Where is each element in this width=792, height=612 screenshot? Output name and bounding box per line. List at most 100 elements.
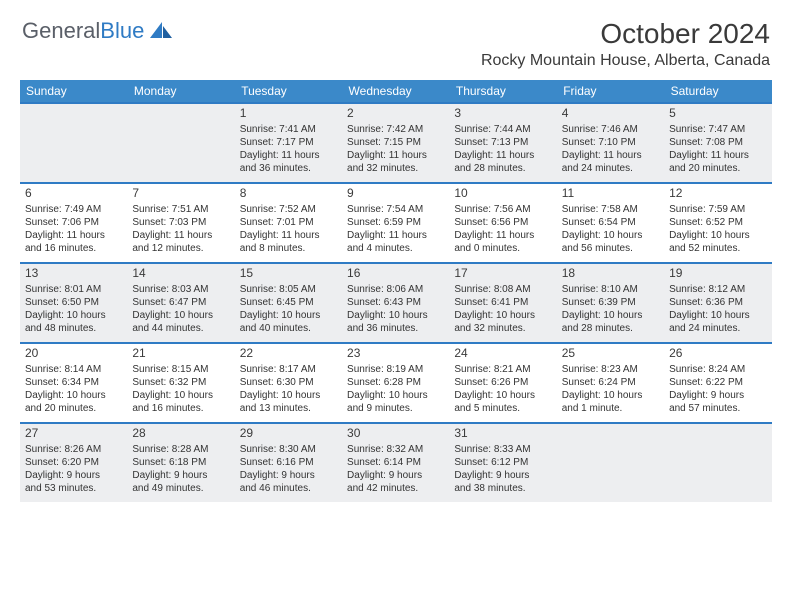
day-cell: 11Sunrise: 7:58 AMSunset: 6:54 PMDayligh… [557,183,664,263]
daylight-text: and 28 minutes. [562,322,659,335]
day-cell: 9Sunrise: 7:54 AMSunset: 6:59 PMDaylight… [342,183,449,263]
sunrise-text: Sunrise: 7:42 AM [347,123,444,136]
sunrise-text: Sunrise: 8:01 AM [25,283,122,296]
sunrise-text: Sunrise: 7:54 AM [347,203,444,216]
daylight-text: and 13 minutes. [240,402,337,415]
day-number: 11 [562,186,659,202]
daylight-text: Daylight: 11 hours [347,149,444,162]
sunset-text: Sunset: 7:01 PM [240,216,337,229]
sunset-text: Sunset: 6:52 PM [669,216,766,229]
sunset-text: Sunset: 6:12 PM [454,456,551,469]
daylight-text: and 9 minutes. [347,402,444,415]
daylight-text: and 28 minutes. [454,162,551,175]
day-cell: 2Sunrise: 7:42 AMSunset: 7:15 PMDaylight… [342,103,449,183]
sunrise-text: Sunrise: 8:12 AM [669,283,766,296]
sunrise-text: Sunrise: 7:49 AM [25,203,122,216]
day-cell: 19Sunrise: 8:12 AMSunset: 6:36 PMDayligh… [664,263,771,343]
day-cell: 13Sunrise: 8:01 AMSunset: 6:50 PMDayligh… [20,263,127,343]
sunrise-text: Sunrise: 8:08 AM [454,283,551,296]
sunrise-text: Sunrise: 8:26 AM [25,443,122,456]
day-number: 23 [347,346,444,362]
sunset-text: Sunset: 6:41 PM [454,296,551,309]
daylight-text: Daylight: 11 hours [454,229,551,242]
daylight-text: and 12 minutes. [132,242,229,255]
day-number: 3 [454,106,551,122]
sunrise-text: Sunrise: 7:51 AM [132,203,229,216]
day-number: 6 [25,186,122,202]
daylight-text: Daylight: 11 hours [25,229,122,242]
daylight-text: Daylight: 10 hours [25,309,122,322]
sunrise-text: Sunrise: 8:23 AM [562,363,659,376]
day-cell: 5Sunrise: 7:47 AMSunset: 7:08 PMDaylight… [664,103,771,183]
day-header: Wednesday [342,80,449,103]
day-cell: 4Sunrise: 7:46 AMSunset: 7:10 PMDaylight… [557,103,664,183]
daylight-text: and 20 minutes. [669,162,766,175]
sunset-text: Sunset: 7:06 PM [25,216,122,229]
day-header: Friday [557,80,664,103]
day-number: 2 [347,106,444,122]
daylight-text: and 40 minutes. [240,322,337,335]
day-cell [664,423,771,502]
sunset-text: Sunset: 7:17 PM [240,136,337,149]
daylight-text: and 16 minutes. [132,402,229,415]
day-cell: 3Sunrise: 7:44 AMSunset: 7:13 PMDaylight… [449,103,556,183]
sunrise-text: Sunrise: 7:41 AM [240,123,337,136]
page-header: GeneralBlue October 2024 Rocky Mountain … [0,0,792,74]
sunset-text: Sunset: 6:32 PM [132,376,229,389]
daylight-text: Daylight: 10 hours [562,309,659,322]
sunrise-text: Sunrise: 8:33 AM [454,443,551,456]
sunset-text: Sunset: 6:54 PM [562,216,659,229]
sunrise-text: Sunrise: 7:47 AM [669,123,766,136]
day-number: 21 [132,346,229,362]
sunset-text: Sunset: 6:14 PM [347,456,444,469]
sunrise-text: Sunrise: 8:14 AM [25,363,122,376]
sunrise-text: Sunrise: 8:28 AM [132,443,229,456]
sunset-text: Sunset: 6:45 PM [240,296,337,309]
day-cell: 20Sunrise: 8:14 AMSunset: 6:34 PMDayligh… [20,343,127,423]
day-cell: 1Sunrise: 7:41 AMSunset: 7:17 PMDaylight… [235,103,342,183]
daylight-text: and 8 minutes. [240,242,337,255]
daylight-text: and 36 minutes. [240,162,337,175]
daylight-text: Daylight: 10 hours [347,389,444,402]
month-title: October 2024 [481,18,770,50]
day-header: Saturday [664,80,771,103]
daylight-text: Daylight: 9 hours [25,469,122,482]
day-header: Monday [127,80,234,103]
daylight-text: Daylight: 10 hours [562,229,659,242]
day-cell: 16Sunrise: 8:06 AMSunset: 6:43 PMDayligh… [342,263,449,343]
day-cell: 21Sunrise: 8:15 AMSunset: 6:32 PMDayligh… [127,343,234,423]
daylight-text: Daylight: 9 hours [347,469,444,482]
daylight-text: Daylight: 10 hours [669,229,766,242]
daylight-text: and 44 minutes. [132,322,229,335]
day-number: 19 [669,266,766,282]
week-row: 1Sunrise: 7:41 AMSunset: 7:17 PMDaylight… [20,103,772,183]
daylight-text: and 32 minutes. [347,162,444,175]
daylight-text: and 56 minutes. [562,242,659,255]
daylight-text: Daylight: 10 hours [240,309,337,322]
sunrise-text: Sunrise: 7:52 AM [240,203,337,216]
sail-icon [148,20,174,40]
sunrise-text: Sunrise: 8:19 AM [347,363,444,376]
brand-part1: General [22,18,100,44]
daylight-text: and 46 minutes. [240,482,337,495]
day-number: 25 [562,346,659,362]
daylight-text: Daylight: 9 hours [669,389,766,402]
day-number: 7 [132,186,229,202]
sunset-text: Sunset: 7:08 PM [669,136,766,149]
sunrise-text: Sunrise: 7:58 AM [562,203,659,216]
day-cell: 24Sunrise: 8:21 AMSunset: 6:26 PMDayligh… [449,343,556,423]
sunrise-text: Sunrise: 8:32 AM [347,443,444,456]
daylight-text: and 38 minutes. [454,482,551,495]
day-number: 15 [240,266,337,282]
daylight-text: and 53 minutes. [25,482,122,495]
calendar-body: 1Sunrise: 7:41 AMSunset: 7:17 PMDaylight… [20,103,772,502]
sunset-text: Sunset: 6:43 PM [347,296,444,309]
daylight-text: and 49 minutes. [132,482,229,495]
daylight-text: and 20 minutes. [25,402,122,415]
day-cell: 30Sunrise: 8:32 AMSunset: 6:14 PMDayligh… [342,423,449,502]
day-cell: 23Sunrise: 8:19 AMSunset: 6:28 PMDayligh… [342,343,449,423]
daylight-text: Daylight: 11 hours [669,149,766,162]
day-cell: 17Sunrise: 8:08 AMSunset: 6:41 PMDayligh… [449,263,556,343]
sunset-text: Sunset: 6:50 PM [25,296,122,309]
sunrise-text: Sunrise: 8:24 AM [669,363,766,376]
